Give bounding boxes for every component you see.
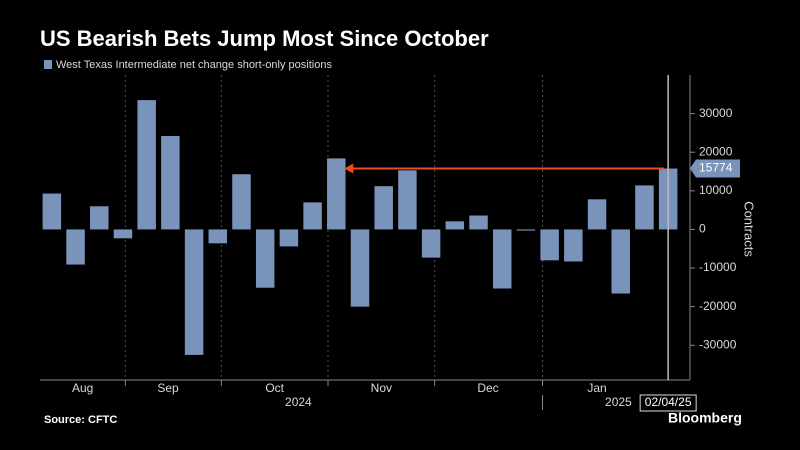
bar [587,199,607,230]
bar [421,229,441,258]
bar [350,229,370,307]
bar [137,100,156,230]
bar [184,229,204,355]
year-label: 2024 [285,395,312,409]
bar [492,229,512,289]
bar [279,229,299,247]
bar [303,202,322,230]
bar [564,229,583,262]
chart-title: US Bearish Bets Jump Most Since October [40,26,489,51]
x-tick-label: Nov [371,381,392,395]
bar [161,136,180,230]
x-tick-label: Dec [477,381,498,395]
bar [208,229,228,244]
bar [90,206,109,230]
bar [113,229,133,239]
bar [540,229,559,261]
bar [611,229,630,294]
y-tick-label: -10000 [699,260,737,274]
legend-swatch [44,60,52,69]
bar [66,229,85,265]
legend-label: West Texas Intermediate net change short… [56,59,332,71]
bar [516,229,536,231]
bar [42,193,62,230]
y-tick-label: -30000 [699,337,737,351]
bar [398,170,417,230]
y-tick-label: -20000 [699,299,737,313]
bar [327,158,346,230]
bar [374,186,393,230]
date-label: 02/04/25 [645,395,692,409]
value-label: 15774 [699,161,733,175]
x-tick-label: Jan [587,381,606,395]
arrow-head [344,163,354,174]
year-label: 2025 [605,395,632,409]
bar [635,185,654,230]
y-tick-label: 30000 [699,106,733,120]
date-label-box [639,394,697,412]
x-tick-label: Sep [157,381,179,395]
y-tick-label: 20000 [699,144,733,158]
bar [255,229,275,288]
y-axis-title: Contracts [742,201,757,257]
bar [445,221,465,230]
source: Source: CFTC [44,414,117,426]
bar [232,174,251,230]
y-tick-label: 10000 [699,183,733,197]
bar [469,215,488,230]
y-tick-label: 0 [699,222,706,236]
x-tick-label: Oct [265,381,284,395]
value-label-box [690,159,740,178]
x-tick-label: Aug [72,381,93,395]
brand: Bloomberg [668,410,742,426]
